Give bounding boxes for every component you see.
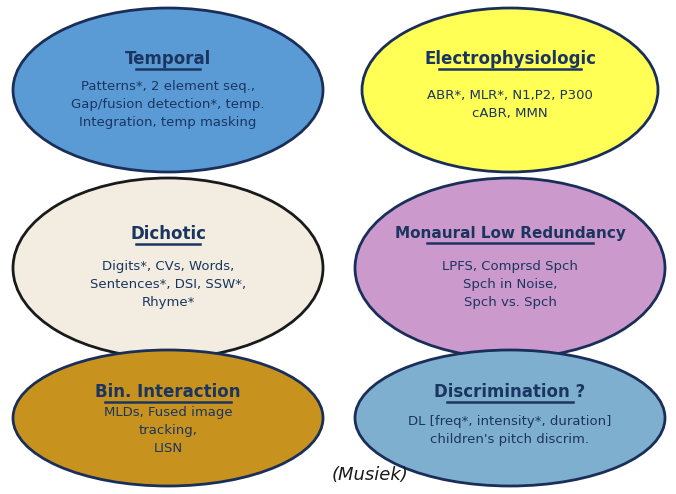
Ellipse shape xyxy=(362,8,658,172)
Ellipse shape xyxy=(355,350,665,486)
Text: Digits*, CVs, Words,
Sentences*, DSI, SSW*,
Rhyme*: Digits*, CVs, Words, Sentences*, DSI, SS… xyxy=(90,260,246,309)
Text: Discrimination ?: Discrimination ? xyxy=(435,383,585,401)
Ellipse shape xyxy=(13,350,323,486)
Text: Bin. Interaction: Bin. Interaction xyxy=(95,383,241,401)
Text: Electrophysiologic: Electrophysiologic xyxy=(424,50,596,68)
Text: ABR*, MLR*, N1,P2, P300
cABR, MMN: ABR*, MLR*, N1,P2, P300 cABR, MMN xyxy=(427,89,593,120)
Text: MLDs, Fused image
tracking,
LISN: MLDs, Fused image tracking, LISN xyxy=(103,406,233,455)
Text: DL [freq*, intensity*, duration]
children's pitch discrim.: DL [freq*, intensity*, duration] childre… xyxy=(408,415,612,446)
Ellipse shape xyxy=(355,178,665,358)
Text: Dichotic: Dichotic xyxy=(130,225,206,243)
Ellipse shape xyxy=(13,178,323,358)
Text: (Musiek): (Musiek) xyxy=(332,466,408,484)
Text: Patterns*, 2 element seq.,
Gap/fusion detection*, temp.
Integration, temp maskin: Patterns*, 2 element seq., Gap/fusion de… xyxy=(71,80,265,129)
Ellipse shape xyxy=(13,8,323,172)
Text: Temporal: Temporal xyxy=(125,50,211,68)
Text: Monaural Low Redundancy: Monaural Low Redundancy xyxy=(395,226,625,241)
Text: LPFS, Comprsd Spch
Spch in Noise,
Spch vs. Spch: LPFS, Comprsd Spch Spch in Noise, Spch v… xyxy=(442,260,578,309)
